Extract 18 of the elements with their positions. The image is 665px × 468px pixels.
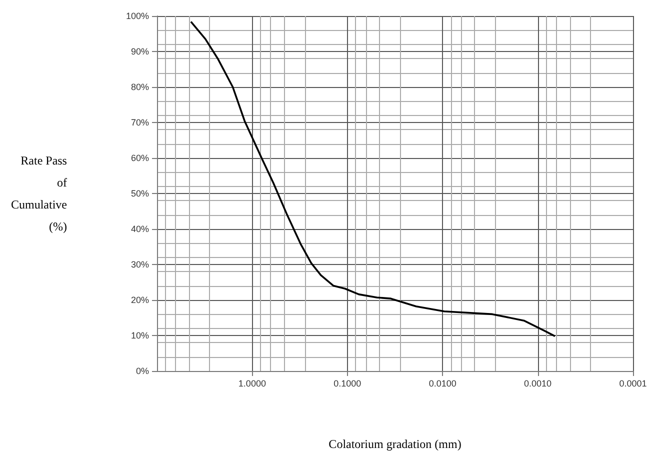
- y-tick-label: 30%: [130, 260, 149, 270]
- y-tick-label: 90%: [130, 46, 149, 56]
- x-tick-label: 0.0001: [619, 378, 647, 388]
- y-tick-label: 0%: [136, 366, 149, 376]
- y-tick-label: 40%: [130, 224, 149, 234]
- x-tick-label: 0.0010: [524, 378, 552, 388]
- y-axis-title: Rate Pass of Cumulative (%): [10, 154, 68, 234]
- x-tick-label: 1.0000: [238, 378, 266, 388]
- x-tick-label: 0.0100: [428, 378, 456, 388]
- y-tick-label: 10%: [130, 330, 149, 340]
- y-tick-label: 60%: [130, 153, 149, 163]
- y-tick-label: 20%: [130, 295, 149, 305]
- y-tick-label: 100%: [126, 11, 149, 21]
- y-tick-label: 70%: [130, 118, 149, 128]
- y-tick-label: 50%: [130, 188, 149, 198]
- x-axis-title: Colatorium gradation (mm): [328, 437, 462, 451]
- x-tick-label: 0.1000: [334, 378, 362, 388]
- y-tick-label: 80%: [130, 82, 149, 92]
